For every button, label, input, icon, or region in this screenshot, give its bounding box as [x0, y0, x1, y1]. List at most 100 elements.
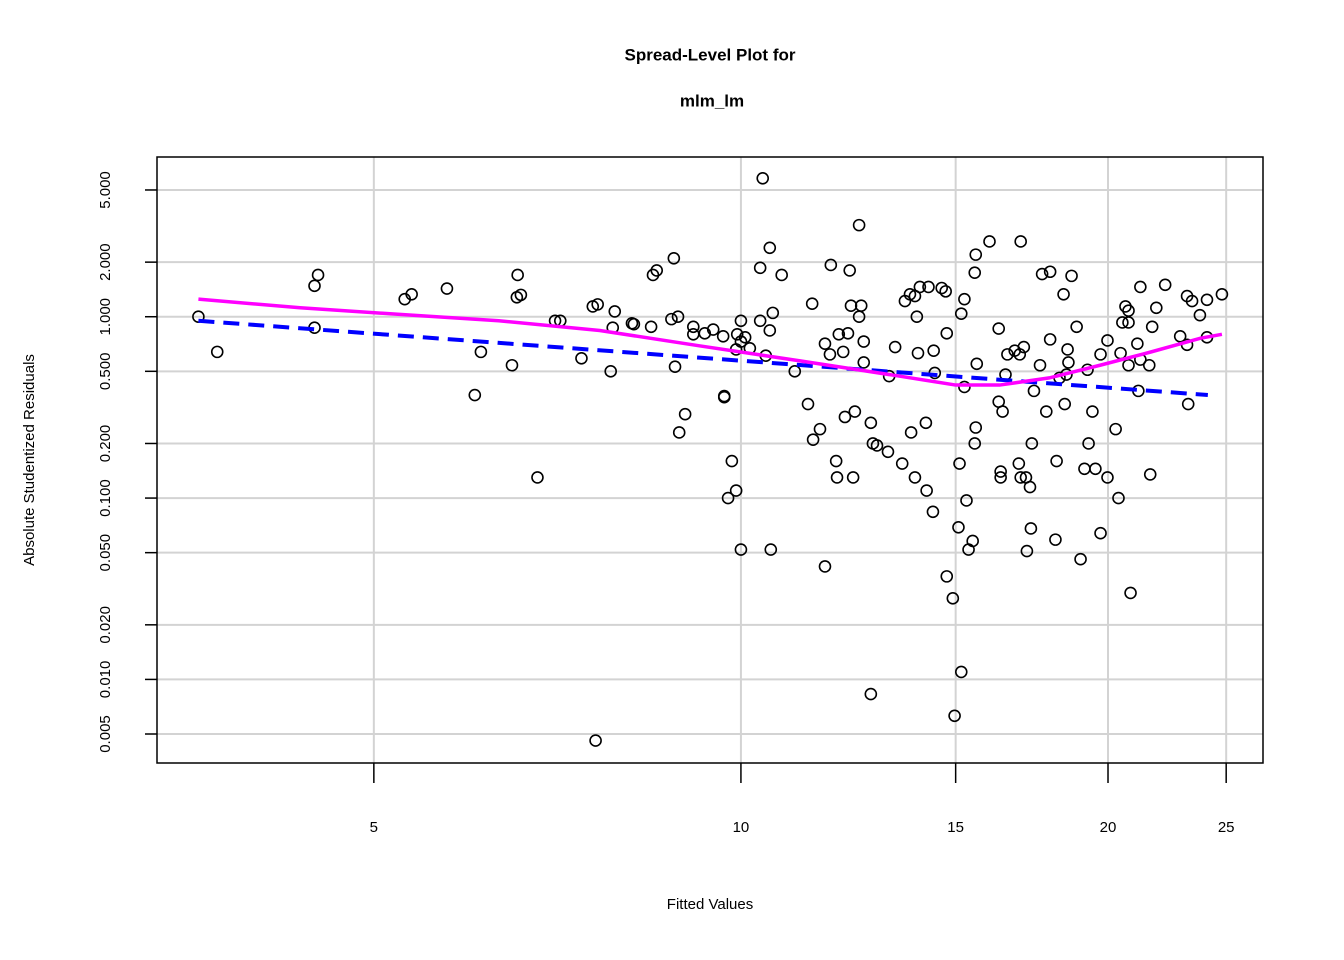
point: [846, 471, 860, 484]
point: [763, 324, 777, 337]
point: [311, 268, 325, 282]
point: [922, 280, 935, 294]
point: [954, 307, 968, 320]
point: [953, 457, 966, 470]
point: [920, 484, 933, 497]
point: [1043, 265, 1057, 279]
marks: [192, 171, 1229, 747]
point: [1024, 522, 1038, 535]
point: [1020, 544, 1034, 558]
point: [843, 264, 856, 277]
point: [919, 416, 933, 430]
point: [1033, 358, 1047, 372]
point: [895, 457, 909, 470]
point: [1122, 304, 1135, 317]
point: [1101, 471, 1114, 484]
point: [644, 320, 658, 334]
point: [1070, 320, 1083, 334]
y-tick-label: 2.000: [97, 243, 114, 281]
point: [1145, 320, 1159, 334]
point: [940, 570, 954, 583]
point: [734, 543, 748, 556]
point: [1013, 348, 1027, 361]
point: [994, 465, 1007, 478]
point: [935, 281, 949, 295]
point: [1142, 358, 1156, 372]
point: [505, 358, 519, 372]
point: [1134, 280, 1147, 294]
point: [1027, 384, 1041, 398]
plot-frame: [156, 156, 1264, 764]
point: [604, 365, 618, 378]
point: [788, 365, 802, 378]
point: [864, 687, 878, 701]
point: [725, 454, 739, 468]
point: [969, 248, 983, 261]
point: [870, 439, 884, 452]
point: [1035, 267, 1049, 281]
point: [1094, 526, 1107, 540]
point: [764, 543, 778, 556]
point: [994, 471, 1007, 484]
point: [753, 314, 767, 328]
point: [1086, 405, 1099, 418]
point: [721, 491, 735, 505]
point: [1173, 329, 1187, 343]
point: [1082, 437, 1095, 450]
point: [575, 351, 588, 365]
point: [687, 320, 700, 334]
point: [514, 288, 528, 302]
point: [958, 292, 971, 306]
point: [946, 592, 960, 605]
point: [1062, 356, 1075, 369]
point: [1089, 462, 1102, 476]
point: [958, 380, 971, 394]
point: [926, 505, 940, 519]
point: [829, 454, 843, 468]
point: [650, 264, 664, 277]
point: [766, 306, 780, 320]
y-tick-label: 0.010: [97, 661, 114, 699]
point: [706, 323, 720, 336]
point: [775, 268, 788, 282]
point: [511, 268, 524, 282]
y-axis-label: Absolute Studentized Residuals: [21, 354, 38, 566]
point: [805, 297, 819, 310]
x-tick-label: 5: [370, 819, 378, 836]
point: [308, 279, 321, 293]
point: [948, 709, 961, 723]
point: [824, 258, 838, 272]
point: [830, 471, 844, 484]
point: [823, 348, 837, 361]
point: [992, 322, 1005, 335]
chart-title: Spread-Level Plot for: [625, 45, 796, 64]
point: [678, 407, 692, 421]
y-tick-label: 5.000: [97, 171, 114, 209]
point: [960, 494, 973, 507]
point: [1039, 405, 1053, 418]
point: [1112, 491, 1125, 505]
point: [734, 335, 748, 348]
y-tick-label: 0.100: [97, 479, 114, 517]
point: [1109, 422, 1122, 436]
point: [717, 389, 731, 403]
point: [1185, 294, 1199, 308]
point: [801, 397, 815, 411]
point: [531, 471, 544, 484]
point: [671, 310, 685, 324]
point: [1012, 457, 1026, 470]
point: [1023, 480, 1037, 494]
point: [940, 327, 954, 340]
y-tick-label: 1.000: [97, 298, 114, 336]
point: [1131, 337, 1144, 351]
point: [836, 345, 850, 359]
point: [904, 426, 918, 439]
point: [1181, 397, 1195, 411]
point: [405, 287, 418, 301]
point: [952, 520, 965, 534]
point: [468, 388, 482, 402]
point: [1001, 348, 1014, 361]
point: [908, 471, 922, 484]
y-tick-label: 0.500: [97, 353, 114, 391]
point: [838, 410, 852, 424]
